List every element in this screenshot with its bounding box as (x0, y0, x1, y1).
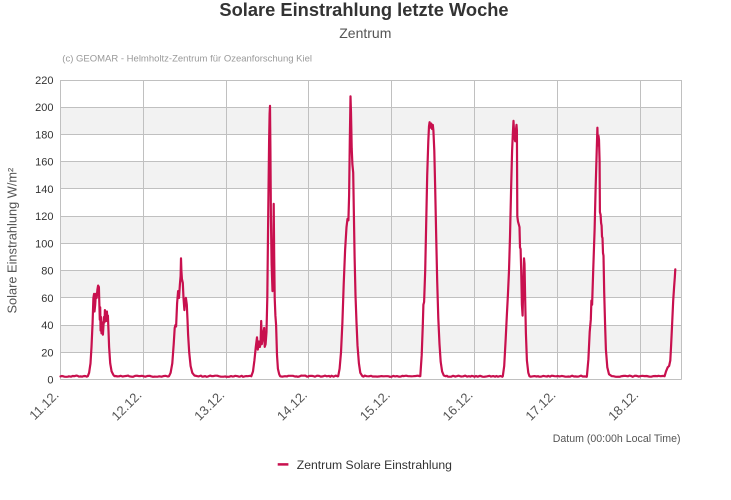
svg-text:20: 20 (41, 347, 53, 359)
svg-text:100: 100 (35, 238, 53, 250)
svg-text:Solare Einstrahlung letzte Woc: Solare Einstrahlung letzte Woche (219, 0, 508, 20)
svg-text:80: 80 (41, 266, 53, 278)
svg-text:140: 140 (35, 184, 53, 196)
svg-text:40: 40 (41, 320, 53, 332)
svg-text:220: 220 (35, 75, 53, 87)
svg-text:Solare Einstrahlung W/m²: Solare Einstrahlung W/m² (5, 167, 20, 314)
svg-text:Zentrum: Zentrum (339, 25, 391, 41)
svg-text:60: 60 (41, 293, 53, 305)
svg-text:(c) GEOMAR - Helmholtz-Zentrum: (c) GEOMAR - Helmholtz-Zentrum für Ozean… (62, 54, 312, 65)
svg-text:Zentrum Solare Einstrahlung: Zentrum Solare Einstrahlung (297, 458, 452, 472)
svg-text:0: 0 (47, 375, 53, 387)
svg-text:Datum (00:00h Local Time): Datum (00:00h Local Time) (553, 433, 681, 445)
svg-text:120: 120 (35, 211, 53, 223)
svg-text:200: 200 (35, 102, 53, 114)
svg-text:180: 180 (35, 129, 53, 141)
svg-text:160: 160 (35, 157, 53, 169)
